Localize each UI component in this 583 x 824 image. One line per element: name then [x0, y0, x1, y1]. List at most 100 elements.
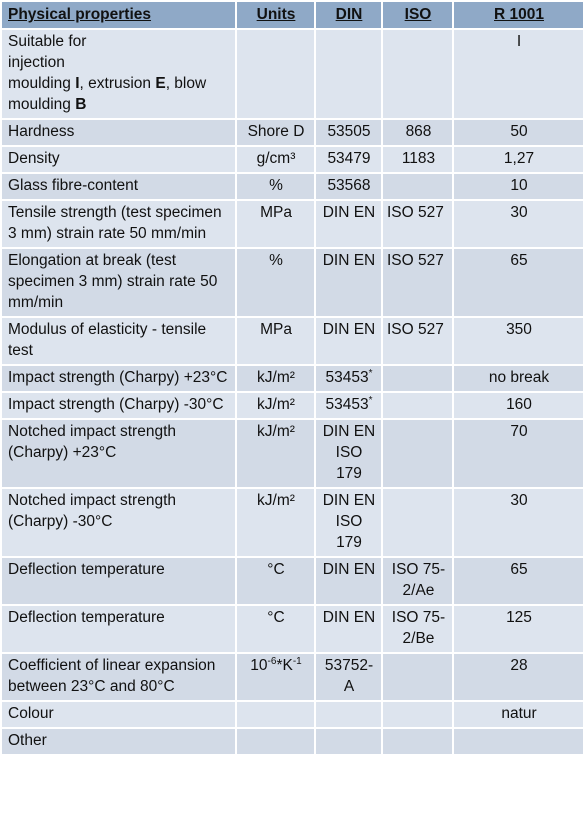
header-physical-properties: Physical properties [0, 0, 237, 30]
iso-cell: 868 [381, 118, 454, 147]
property-cell: Glass fibre-content [0, 172, 237, 201]
r1001-cell: 350 [452, 316, 583, 366]
iso-cell [381, 487, 454, 558]
units-exponent: -1 [292, 656, 302, 667]
r1001-cell: I [452, 28, 583, 120]
din-cell: DIN EN [314, 604, 383, 654]
units-base: 10 [250, 657, 268, 674]
r1001-cell: 1,27 [452, 145, 583, 174]
table-row: Notched impact strength (Charpy) +23°C k… [0, 418, 583, 489]
table-row: Impact strength (Charpy) -30°C kJ/m² 534… [0, 391, 583, 420]
property-cell: Modulus of elasticity - tensile test [0, 316, 237, 366]
din-cell [314, 727, 383, 756]
units-cell: kJ/m² [235, 391, 316, 420]
units-exponent: -6 [267, 656, 277, 667]
units-cell: kJ/m² [235, 418, 316, 489]
footnote-mark: * [368, 395, 373, 406]
units-cell: % [235, 172, 316, 201]
iso-cell [381, 28, 454, 120]
units-cell: 10-6*K-1 [235, 652, 316, 702]
iso-cell: ISO 75-2/Ae [381, 556, 454, 606]
property-text: Suitable for [8, 33, 87, 50]
property-cell: Colour [0, 700, 237, 729]
r1001-cell: 160 [452, 391, 583, 420]
table-row: Modulus of elasticity - tensile test MPa… [0, 316, 583, 366]
iso-cell: ISO 527 [381, 199, 454, 249]
property-cell: Tensile strength (test specimen 3 mm) st… [0, 199, 237, 249]
units-cell: Shore D [235, 118, 316, 147]
table-row: Coefficient of linear expansion between … [0, 652, 583, 702]
iso-cell [381, 418, 454, 489]
table-row: Suitable for injection moulding I, extru… [0, 28, 583, 120]
units-cell: g/cm³ [235, 145, 316, 174]
units-cell: °C [235, 604, 316, 654]
table-row: Tensile strength (test specimen 3 mm) st… [0, 199, 583, 249]
property-cell: Deflection temperature [0, 556, 237, 606]
din-cell: DIN EN [314, 316, 383, 366]
property-cell: Elongation at break (test specimen 3 mm)… [0, 247, 237, 318]
din-number: 53453 [325, 369, 369, 386]
units-cell: kJ/m² [235, 364, 316, 393]
property-text: moulding [8, 75, 76, 92]
property-cell: Hardness [0, 118, 237, 147]
property-text: moulding [8, 96, 76, 113]
property-cell: Notched impact strength (Charpy) +23°C [0, 418, 237, 489]
footnote-mark: * [368, 368, 373, 379]
din-cell: 53479 [314, 145, 383, 174]
units-cell: °C [235, 556, 316, 606]
din-cell: DIN EN [314, 199, 383, 249]
table-row: Other [0, 727, 583, 756]
r1001-cell: 65 [452, 247, 583, 318]
r1001-cell: 50 [452, 118, 583, 147]
units-cell: % [235, 247, 316, 318]
table-row: Elongation at break (test specimen 3 mm)… [0, 247, 583, 318]
table-row: Deflection temperature °C DIN EN ISO 75-… [0, 556, 583, 606]
din-cell [314, 700, 383, 729]
iso-cell [381, 172, 454, 201]
property-cell: Suitable for injection moulding I, extru… [0, 28, 237, 120]
iso-cell [381, 652, 454, 702]
din-cell: 53568 [314, 172, 383, 201]
r1001-cell: 70 [452, 418, 583, 489]
property-cell: Impact strength (Charpy) +23°C [0, 364, 237, 393]
units-cell: MPa [235, 316, 316, 366]
blow-moulding-code: B [75, 96, 87, 113]
units-cell: kJ/m² [235, 487, 316, 558]
property-cell: Coefficient of linear expansion between … [0, 652, 237, 702]
iso-cell: 1183 [381, 145, 454, 174]
din-cell: DIN EN [314, 247, 383, 318]
header-din: DIN [314, 0, 383, 30]
property-cell: Density [0, 145, 237, 174]
din-cell: DIN EN ISO 179 [314, 487, 383, 558]
iso-cell [381, 364, 454, 393]
header-iso: ISO [381, 0, 454, 30]
header-r1001: R 1001 [452, 0, 583, 30]
property-text: injection [8, 54, 65, 71]
iso-cell: ISO 527 [381, 316, 454, 366]
r1001-cell [452, 727, 583, 756]
din-cell: 53453* [314, 391, 383, 420]
r1001-cell: 10 [452, 172, 583, 201]
units-cell [235, 727, 316, 756]
r1001-cell: 125 [452, 604, 583, 654]
units-cell [235, 28, 316, 120]
property-text: moulding I, extrusion E, blow [8, 73, 230, 94]
units-kelvin: *K [276, 657, 293, 674]
din-cell [314, 28, 383, 120]
r1001-cell: no break [452, 364, 583, 393]
r1001-cell: 28 [452, 652, 583, 702]
table-row: Density g/cm³ 53479 1183 1,27 [0, 145, 583, 174]
property-cell: Notched impact strength (Charpy) -30°C [0, 487, 237, 558]
property-text: , blow [165, 75, 207, 92]
din-cell: DIN EN [314, 556, 383, 606]
iso-cell: ISO 527 [381, 247, 454, 318]
r1001-cell: 30 [452, 487, 583, 558]
table-row: Notched impact strength (Charpy) -30°C k… [0, 487, 583, 558]
iso-cell: ISO 75-2/Be [381, 604, 454, 654]
din-cell: 53505 [314, 118, 383, 147]
injection-code: I [75, 75, 80, 92]
property-cell: Deflection temperature [0, 604, 237, 654]
units-cell: MPa [235, 199, 316, 249]
r1001-cell: 65 [452, 556, 583, 606]
header-units: Units [235, 0, 316, 30]
